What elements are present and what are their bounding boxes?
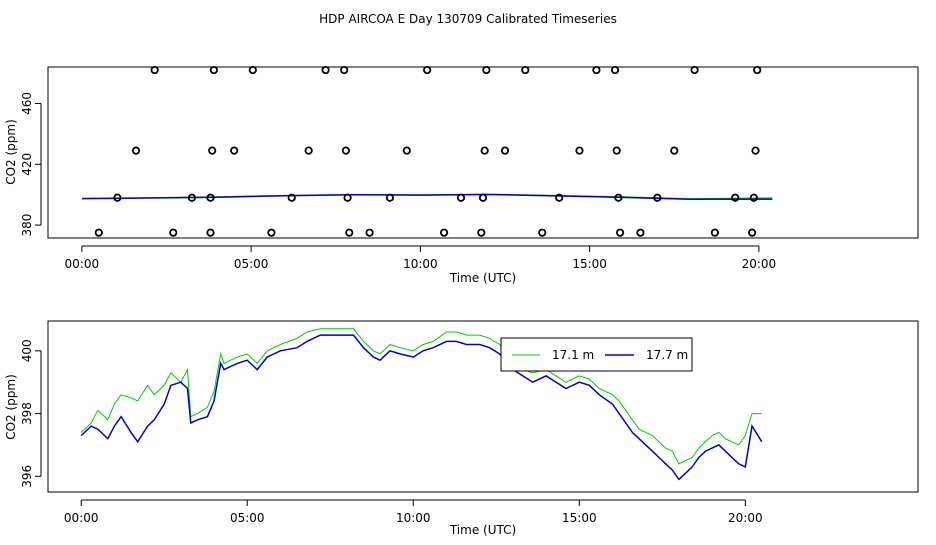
scatter-point — [456, 193, 466, 202]
x-tick-label: 15:00 — [562, 511, 597, 525]
scatter-point — [113, 193, 122, 202]
scatter-point — [477, 228, 486, 237]
scatter-point — [616, 228, 625, 237]
x-tick-label: 20:00 — [742, 257, 777, 271]
scatter-point — [612, 146, 621, 155]
scatter-point — [690, 65, 699, 75]
y-tick-label: 396 — [20, 465, 34, 488]
scatter-point — [131, 146, 141, 155]
scatter-point — [365, 228, 374, 237]
x-axis-bottom: 00:00 05:00 10:00 15:00 20:00 — [64, 499, 763, 525]
scatter-point — [341, 146, 350, 155]
legend-label-1: 17.1 m — [552, 348, 594, 362]
scatter-point — [287, 193, 296, 202]
scatter-point — [187, 193, 196, 202]
scatter-point — [343, 193, 352, 202]
x-tick-label: 15:00 — [572, 257, 607, 271]
y-tick-label: 400 — [20, 339, 34, 362]
scatter-point — [538, 228, 547, 237]
series-lines-top — [81, 193, 773, 200]
y-tick-label: 398 — [20, 402, 34, 425]
scatter-point — [480, 146, 489, 155]
y-tick-label: 460 — [20, 92, 34, 115]
scatter-point — [340, 65, 349, 75]
y-axis-label-bottom: CO2 (ppm) — [4, 374, 18, 440]
x-tick-label: 05:00 — [230, 511, 265, 525]
scatter-point — [478, 193, 488, 202]
scatter-point — [209, 65, 218, 75]
scatter-point — [521, 65, 530, 75]
panel-top: 00:00 05:00 10:00 15:00 20:00 380 420 460 Time… — [4, 65, 919, 285]
x-tick-label: 20:00 — [728, 511, 763, 525]
x-axis-label-top: Time (UTC) — [449, 271, 516, 285]
scatter-points-top — [94, 65, 762, 237]
legend: 17.1 m 17.7 m — [500, 337, 693, 372]
legend-label-2: 17.7 m — [646, 348, 688, 362]
scatter-point — [710, 228, 719, 237]
scatter-point — [753, 65, 762, 75]
plot-frame-top — [47, 66, 919, 239]
scatter-point — [230, 146, 239, 155]
x-axis-label-bottom: Time (UTC) — [449, 523, 516, 537]
scatter-point — [321, 65, 330, 75]
y-tick-label: 380 — [20, 214, 34, 237]
scatter-point — [304, 146, 313, 155]
y-tick-label: 420 — [20, 153, 34, 176]
x-tick-label: 00:00 — [65, 257, 100, 271]
scatter-point — [402, 146, 411, 155]
scatter-point — [575, 146, 584, 155]
scatter-point — [345, 228, 354, 237]
scatter-point — [610, 65, 620, 75]
scatter-point — [555, 193, 564, 202]
x-tick-label: 10:00 — [396, 511, 431, 525]
x-tick-label: 10:00 — [403, 257, 438, 271]
scatter-point — [482, 65, 491, 75]
scatter-point — [206, 228, 215, 237]
series-line-green — [80, 328, 762, 465]
scatter-point — [385, 193, 395, 202]
x-tick-label: 05:00 — [234, 257, 269, 271]
series-line-blue — [80, 334, 763, 481]
x-tick-label: 00:00 — [64, 511, 99, 525]
scatter-point — [208, 146, 217, 155]
scatter-point — [169, 228, 178, 237]
panel-bottom: 00:00 05:00 10:00 15:00 20:00 396 398 400 17.1… — [4, 320, 919, 537]
scatter-point — [751, 146, 760, 155]
scatter-point — [749, 193, 758, 202]
scatter-point — [267, 228, 276, 237]
plot-frame-bottom — [47, 320, 919, 493]
scatter-point — [248, 65, 257, 75]
y-axis-bottom: 396 398 400 — [20, 339, 42, 488]
scatter-point — [748, 228, 757, 237]
scatter-point — [592, 65, 601, 75]
x-axis-top: 00:00 05:00 10:00 15:00 20:00 — [65, 245, 777, 271]
scatter-point — [636, 228, 645, 237]
scatter-point — [150, 65, 159, 75]
scatter-point — [439, 228, 449, 237]
scatter-point — [500, 146, 510, 155]
series-lines-bottom — [80, 328, 763, 481]
scatter-point — [206, 193, 215, 202]
scatter-point — [731, 193, 740, 202]
scatter-point — [614, 193, 623, 202]
figure-title: HDP AIRCOA E Day 130709 Calibrated Times… — [319, 12, 617, 26]
scatter-point — [653, 193, 662, 202]
y-axis-top: 380 420 460 — [20, 92, 42, 237]
y-axis-label-top: CO2 (ppm) — [4, 119, 18, 185]
scatter-point — [94, 228, 103, 237]
scatter-point — [670, 146, 679, 155]
scatter-point — [423, 65, 432, 75]
